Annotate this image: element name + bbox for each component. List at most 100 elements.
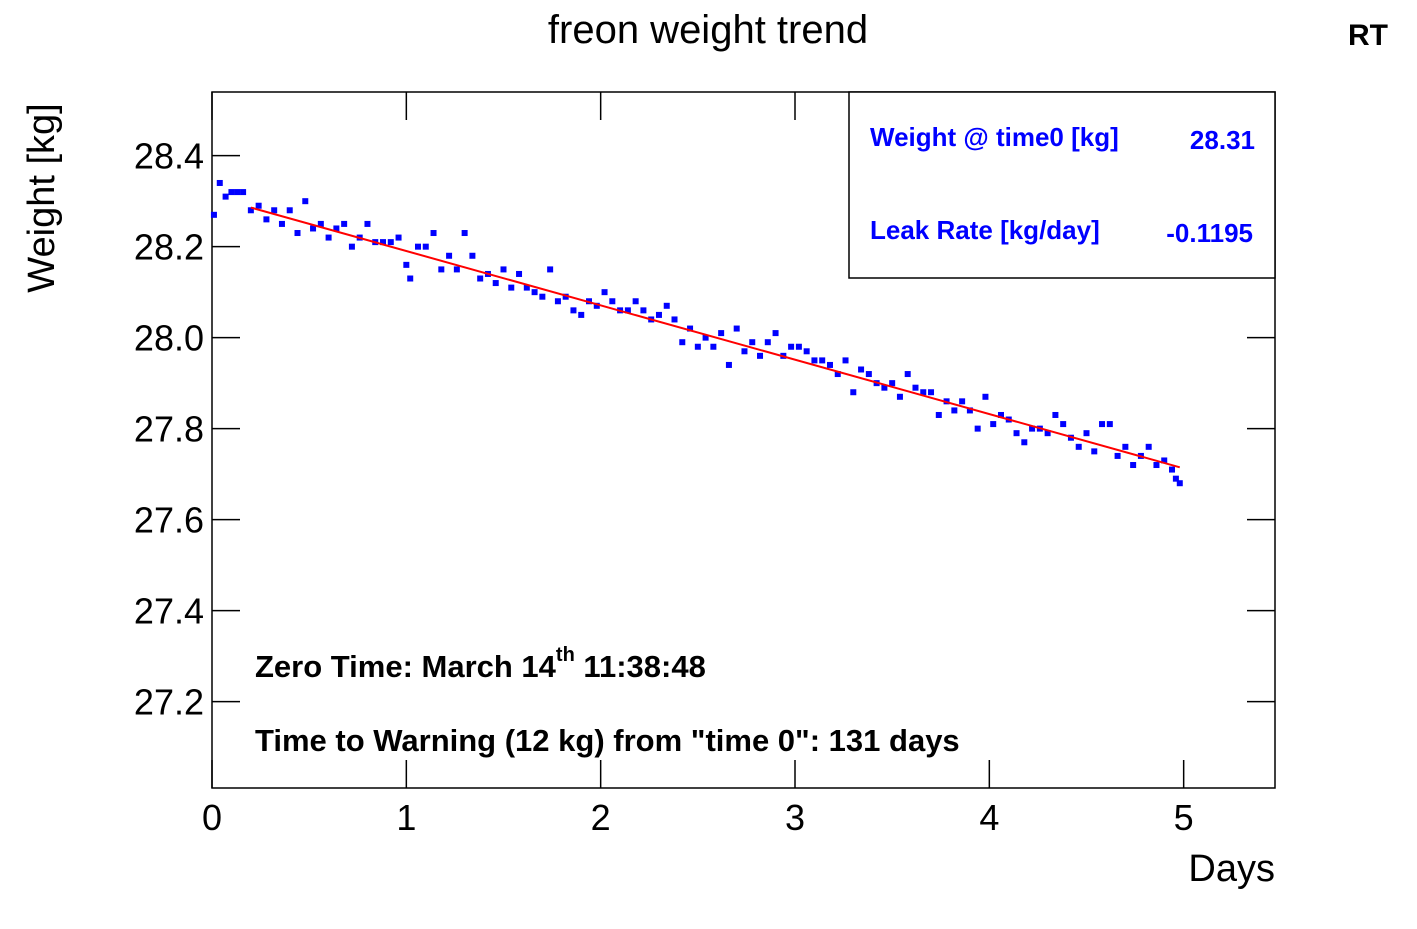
point: [819, 357, 826, 364]
point: [1161, 457, 1168, 464]
stat-value: 28.31: [1190, 125, 1255, 155]
point: [461, 230, 468, 237]
point: [539, 293, 546, 300]
y-tick-label: 28.2: [134, 227, 204, 268]
point: [1044, 430, 1051, 437]
stat-value: -0.1195: [1166, 218, 1253, 248]
point: [348, 243, 355, 250]
point: [364, 220, 371, 227]
point: [687, 325, 694, 332]
stats-box: [848, 91, 1276, 279]
point: [928, 389, 935, 396]
stat-label: Weight @ time0 [kg]: [870, 122, 1119, 152]
point: [570, 307, 577, 314]
point: [1114, 452, 1121, 459]
point: [500, 266, 507, 273]
point: [1021, 439, 1028, 446]
point: [1153, 462, 1160, 469]
point: [578, 311, 585, 318]
x-tick-label: 2: [591, 797, 611, 838]
point: [477, 275, 484, 282]
annotation: Zero Time: March 14th 11:38:48: [255, 644, 706, 684]
point: [632, 298, 639, 305]
x-axis-label: Days: [1188, 848, 1275, 890]
point: [1145, 443, 1152, 450]
point: [1075, 443, 1082, 450]
point: [403, 261, 410, 268]
y-axis-label: Weight [kg]: [21, 103, 63, 292]
point: [446, 252, 453, 259]
x-tick-label: 4: [979, 797, 999, 838]
point: [247, 207, 254, 214]
point: [935, 411, 942, 418]
point: [951, 407, 958, 414]
point: [757, 352, 764, 359]
point: [271, 207, 278, 214]
point: [795, 343, 802, 350]
point: [889, 380, 896, 387]
point: [255, 202, 262, 209]
annotation: Time to Warning (12 kg) from "time 0": 1…: [255, 723, 960, 758]
point: [325, 234, 332, 241]
point: [1106, 421, 1113, 428]
stat-label: Leak Rate [kg/day]: [870, 215, 1100, 245]
point: [679, 339, 686, 346]
point: [826, 361, 833, 368]
point: [718, 330, 725, 337]
point: [492, 280, 499, 287]
point: [966, 407, 973, 414]
point: [1091, 448, 1098, 455]
y-tick-label: 28.4: [134, 136, 204, 177]
point: [263, 216, 270, 223]
point: [414, 243, 421, 250]
point: [380, 239, 387, 246]
annotation-text: Zero Time: March 14: [255, 649, 557, 684]
y-tick-label: 27.4: [134, 591, 204, 632]
point: [772, 330, 779, 337]
point: [671, 316, 678, 323]
point: [764, 339, 771, 346]
point: [896, 393, 903, 400]
point: [1029, 425, 1036, 432]
point: [710, 343, 717, 350]
point: [865, 371, 872, 378]
point: [920, 389, 927, 396]
point: [702, 334, 709, 341]
point: [974, 425, 981, 432]
point: [430, 230, 437, 237]
point: [1083, 430, 1090, 437]
point: [990, 421, 997, 428]
point: [959, 398, 966, 405]
plot-frame: [211, 91, 1276, 789]
point: [858, 366, 865, 373]
point: [850, 389, 857, 396]
x-tick-label: 3: [785, 797, 805, 838]
point: [640, 307, 647, 314]
point: [523, 284, 530, 291]
point: [1172, 475, 1179, 482]
point: [811, 357, 818, 364]
y-tick-label: 27.2: [134, 682, 204, 723]
point: [881, 384, 888, 391]
point: [982, 393, 989, 400]
point: [508, 284, 515, 291]
point: [1099, 421, 1106, 428]
point: [1013, 430, 1020, 437]
point: [904, 371, 911, 378]
x-tick-label: 1: [396, 797, 416, 838]
point: [341, 220, 348, 227]
point: [788, 343, 795, 350]
point: [912, 384, 919, 391]
point: [1122, 443, 1129, 450]
point: [438, 266, 445, 273]
point: [333, 225, 340, 232]
point: [310, 225, 317, 232]
point: [997, 411, 1004, 418]
annotation-text: 11:38:48: [575, 649, 706, 684]
point: [1130, 462, 1137, 469]
point: [834, 371, 841, 378]
corner-label: RT: [1348, 19, 1388, 52]
x-tick-label: 5: [1174, 797, 1194, 838]
